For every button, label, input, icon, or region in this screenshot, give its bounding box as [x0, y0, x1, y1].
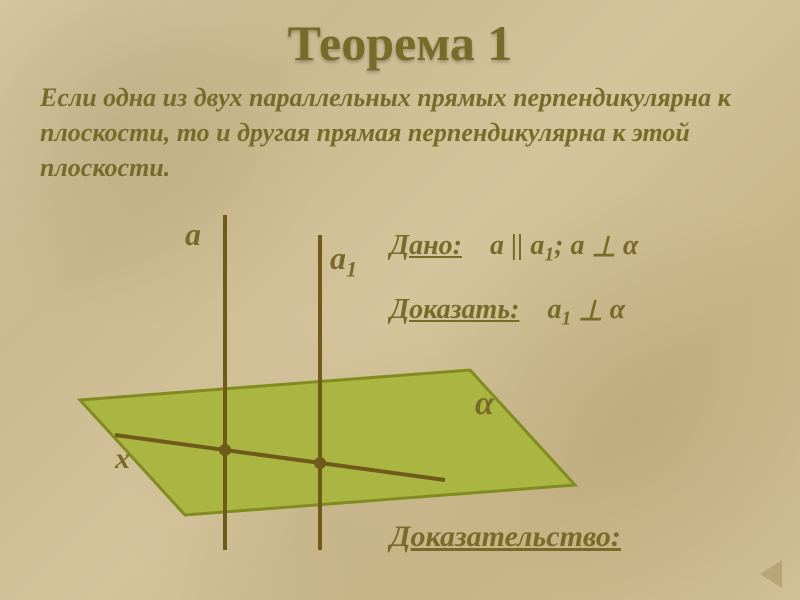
theorem-statement: Если одна из двух параллельных прямых пе… — [40, 80, 760, 185]
diagram-svg — [30, 210, 590, 570]
dot-a1-intersection — [314, 457, 326, 469]
geometry-diagram: a a1 x α — [30, 210, 590, 570]
nav-back-icon[interactable] — [760, 560, 782, 588]
slide: Теорема 1 Если одна из двух параллельных… — [0, 0, 800, 600]
label-a1: a1 — [330, 240, 357, 282]
proof-label: Доказательство: — [390, 520, 621, 554]
slide-title: Теорема 1 — [0, 14, 800, 72]
dot-a-intersection — [219, 444, 231, 456]
label-alpha: α — [475, 385, 494, 423]
plane-alpha — [80, 370, 575, 515]
label-a: a — [185, 216, 201, 253]
label-x: x — [115, 442, 130, 476]
